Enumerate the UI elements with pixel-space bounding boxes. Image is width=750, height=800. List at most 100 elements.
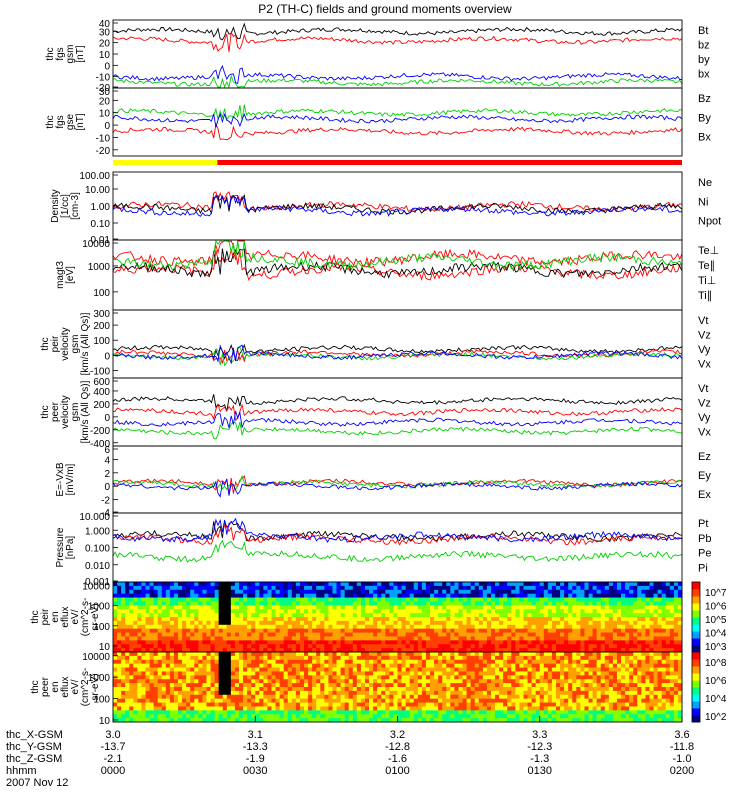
spectrogram-cell [458,671,464,676]
spectrogram-cell [340,714,346,719]
spectrogram-cell [596,597,602,602]
spectrogram-cell [153,694,159,700]
spectrogram-cell [450,706,455,711]
spectrogram-cell [604,687,610,692]
spectrogram-cell [332,698,338,704]
spectrogram-cell [482,609,488,614]
spectrogram-cell [413,582,419,587]
spectrogram-cell [417,655,423,661]
spectrogram-cell [332,683,338,688]
spectrogram-cell [486,671,492,676]
spectrogram-cell [129,655,134,661]
spectrogram-cell [360,582,366,587]
spectrogram-cell [369,698,374,704]
spectrogram-cell [511,667,516,672]
spectrogram-cell [495,624,500,630]
spectrogram-cell [287,652,293,657]
spectrogram-cell [633,620,638,626]
spectrogram-cell [230,593,236,599]
spectrogram-cell [413,628,419,634]
spectrogram-cell [385,714,390,719]
spectrogram-cell [604,718,610,723]
spectrogram-cell [629,589,634,595]
spectrogram-cell [600,617,606,622]
spectrogram-cell [312,663,317,669]
spectrogram-cell [486,617,492,622]
spectrogram-cell [515,671,520,676]
spectrogram-cell [641,597,646,602]
spectrogram-cell [222,609,228,614]
spectrogram-cell [442,675,447,680]
spectrogram-cell [117,624,122,630]
series-line-Ti∥ [112,239,683,271]
spectrogram-cell [283,667,289,672]
spectrogram-cell [523,636,529,641]
spectrogram-cell [503,671,508,676]
spectrogram-cell [320,683,325,688]
spectrogram-cell [568,601,573,606]
spectrogram-cell [547,589,553,595]
spectrogram-cell [218,585,224,591]
spectrogram-cell [417,609,423,614]
spectrogram-cell [535,710,541,715]
spectrogram-cell [543,636,549,641]
spectrogram-cell [125,597,130,602]
spectrogram-cell [608,710,614,715]
spectrogram-cell [600,683,606,688]
spectrogram-cell [482,613,488,618]
spectrogram-cell [490,589,496,595]
spectrogram-cell [165,694,171,700]
spectrogram-cell [133,632,138,637]
spectrogram-cell [442,690,447,696]
spectrogram-cell [169,706,175,711]
spectrogram-cell [137,613,142,618]
spectrogram-cell [165,718,171,723]
spectrogram-cell [649,585,655,591]
spectrogram-cell [592,706,598,711]
spectrogram-cell [198,659,203,665]
legend-label-Ez: Ez [698,451,711,463]
spectrogram-cell [519,620,524,626]
spectrogram-cell [466,690,472,696]
spectrogram-cell [673,636,679,641]
spectrogram-cell [251,706,256,711]
spectrogram-cell [340,593,346,599]
spectrogram-cell [523,617,529,622]
spectrogram-cell [499,690,504,696]
spectrogram-cell [551,710,557,715]
spectrogram-cell [600,648,606,653]
spectrogram-cell [234,624,240,630]
spectrogram-cell [645,644,650,649]
spectrogram-cell [157,675,163,680]
spectrogram-cell [641,593,646,599]
spectrogram-cell [434,698,439,704]
spectrogram-cell [673,589,679,595]
spectrogram-cell [324,609,329,614]
spectrogram-cell [299,628,305,634]
spectrogram-cell [576,620,581,626]
spectrogram-cell [255,667,260,672]
spectrogram-cell [596,605,602,610]
spectrogram-cell [405,620,411,626]
spectrogram-cell [564,605,569,610]
spectrogram-cell [352,718,358,723]
spectrogram-cell [169,648,175,653]
spectrogram-cell [312,582,317,587]
spectrogram-cell [381,710,386,715]
spectrogram-cell [430,593,435,599]
spectrogram-cell [450,671,455,676]
spectrogram-cell [178,617,183,622]
spectrogram-cell [230,632,236,637]
spectrogram-cell [165,628,171,634]
spectrogram-cell [364,628,370,634]
spectrogram-cell [450,683,455,688]
spectrogram-cell [137,675,142,680]
spectrogram-cell [551,694,557,700]
spectrogram-cell [348,613,354,618]
spectrogram-cell [442,601,447,606]
spectrogram-cell [669,628,675,634]
spectrogram-cell [169,601,175,606]
spectrogram-cell [438,597,443,602]
spectrogram-cell [377,628,382,634]
spectrogram-cell [608,624,614,630]
